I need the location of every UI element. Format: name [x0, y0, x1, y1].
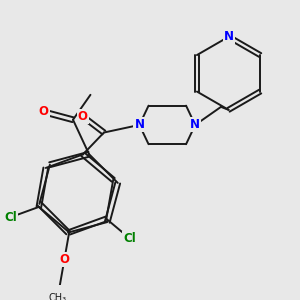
Text: Cl: Cl	[4, 211, 17, 224]
Text: O: O	[78, 110, 88, 123]
Text: N: N	[224, 30, 234, 43]
Text: Cl: Cl	[123, 232, 136, 245]
Text: O: O	[59, 253, 69, 266]
Text: N: N	[134, 118, 144, 131]
Text: O: O	[39, 105, 49, 119]
Text: CH₃: CH₃	[49, 293, 67, 300]
Text: N: N	[190, 118, 200, 131]
